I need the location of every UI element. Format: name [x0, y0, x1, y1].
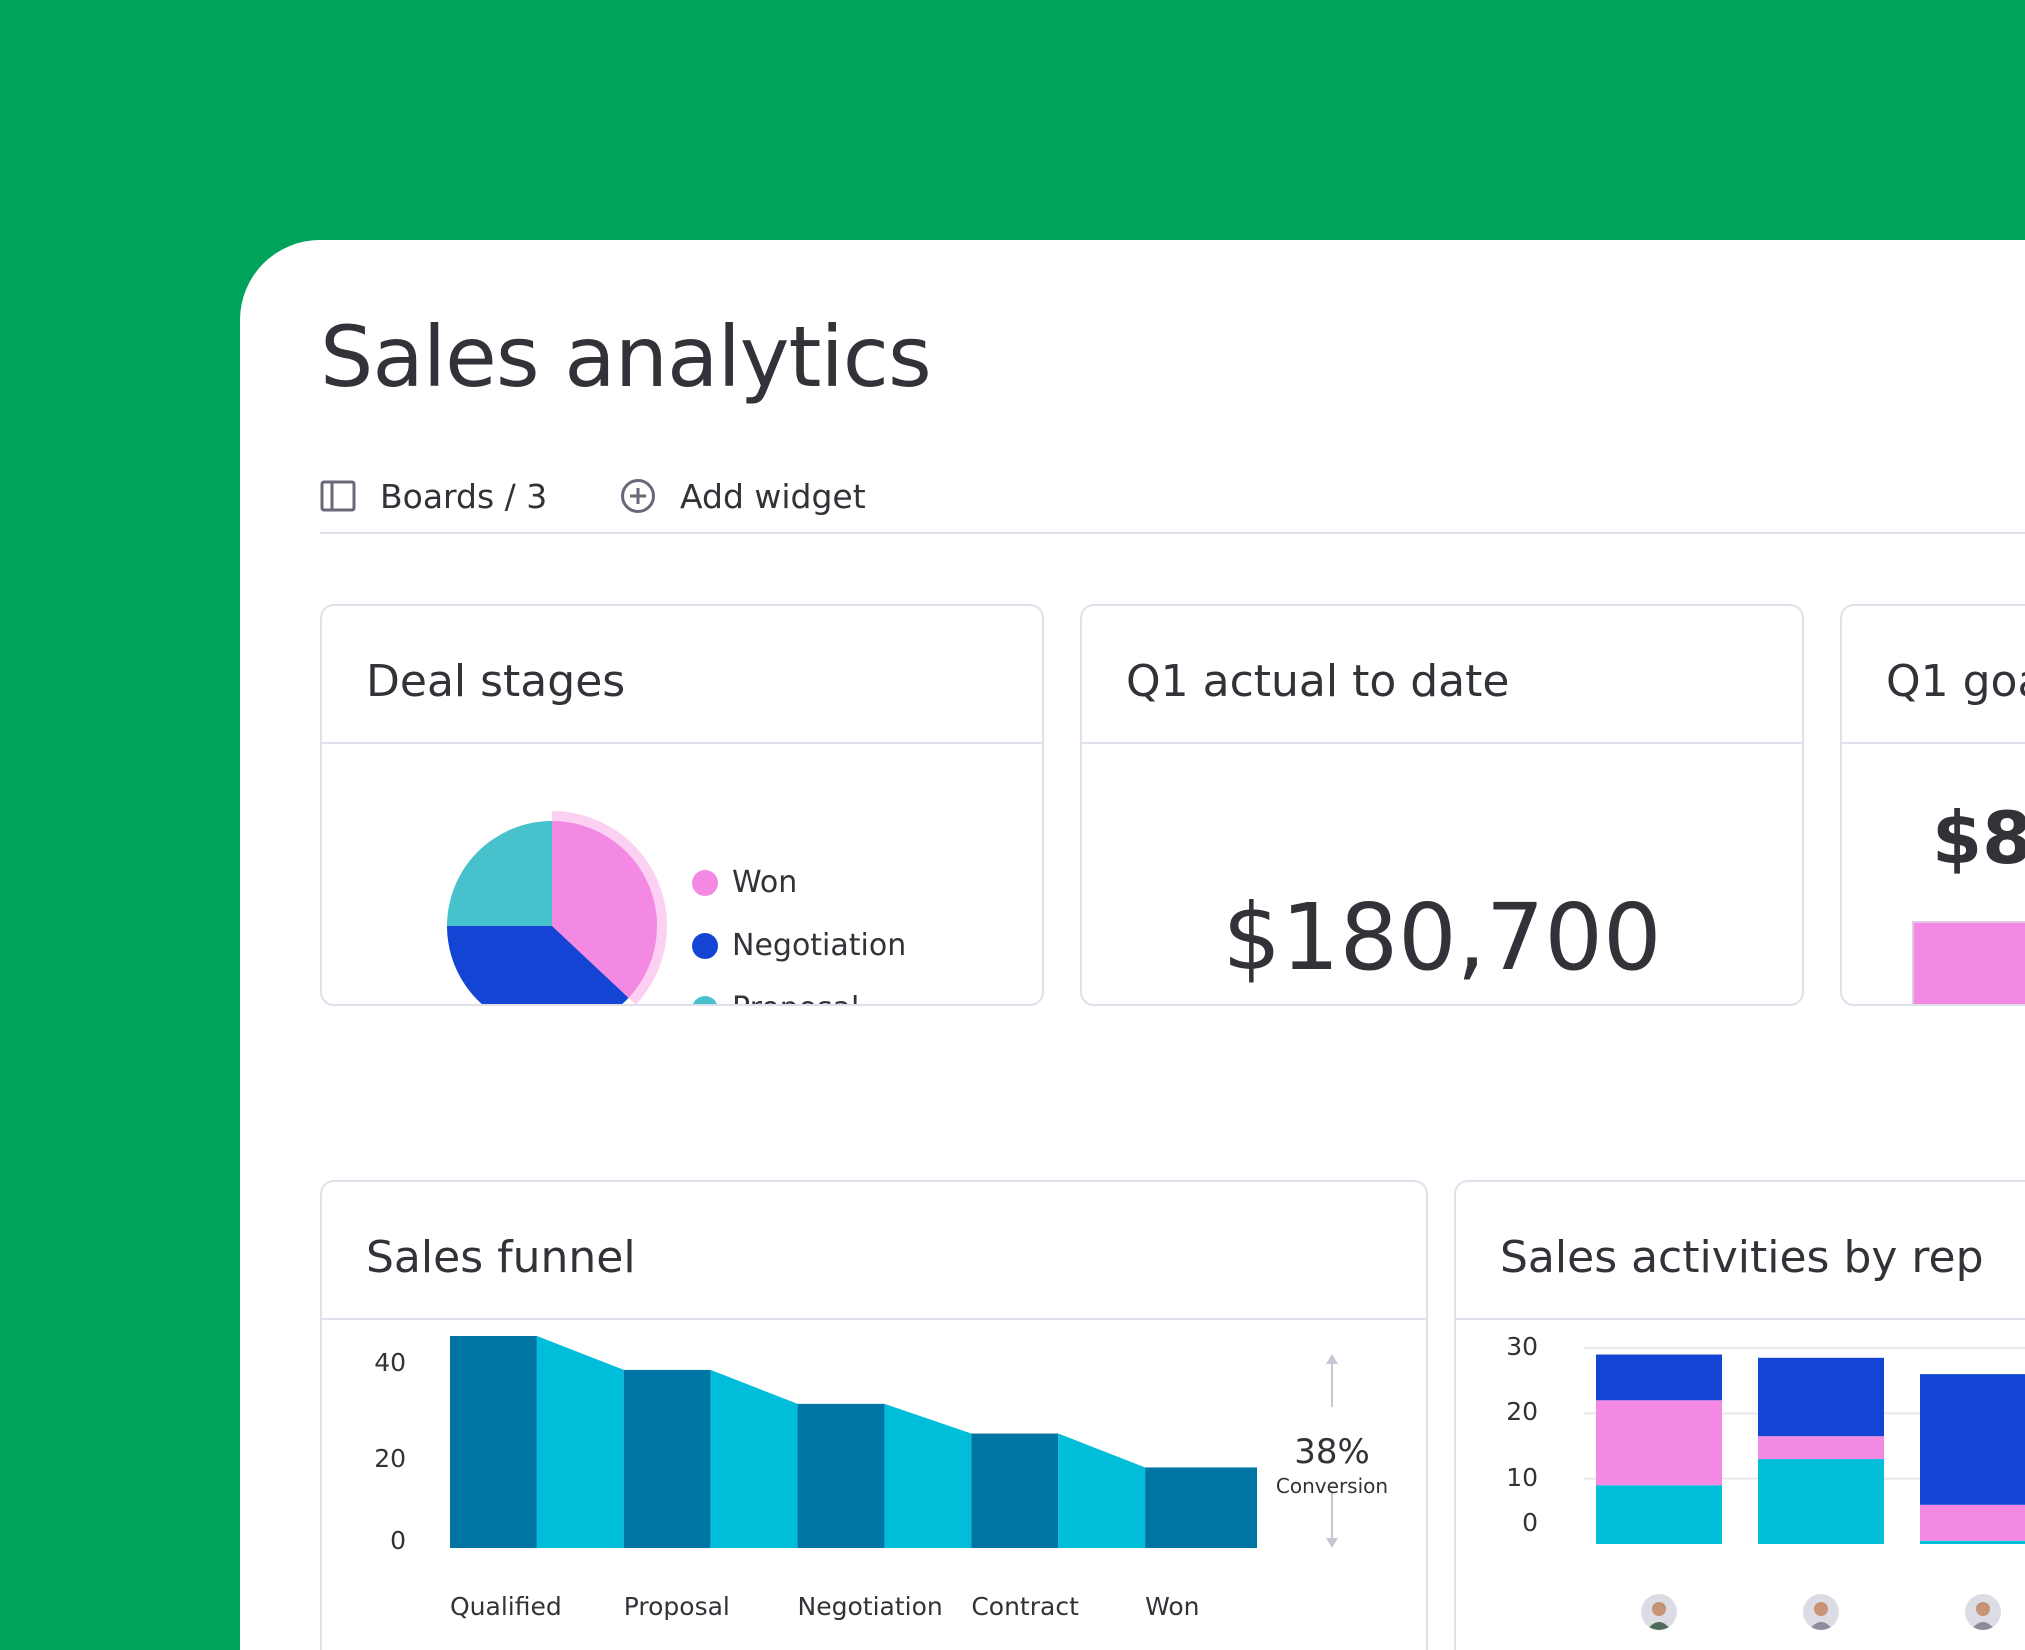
sales-funnel-chart	[450, 1336, 1257, 1548]
pie-slice-negotiation[interactable]	[447, 926, 629, 1006]
x-tick-label: Contract	[971, 1592, 1079, 1621]
plus-circle-icon	[621, 479, 655, 513]
widget-title: Sales funnel	[366, 1232, 636, 1283]
widget-title: Sales activities by rep	[1500, 1232, 1984, 1283]
conversion-value: 38%	[1294, 1432, 1370, 1472]
dashboard-panel: Sales analytics Boards / 3 Add widget De…	[240, 240, 2025, 1650]
legend-item-won: Won	[692, 851, 906, 914]
legend-item-proposal: Proposal	[692, 977, 906, 1004]
q1-goal-value: $8	[1932, 796, 2025, 880]
legend-dot	[692, 995, 718, 1004]
q1-actual-widget[interactable]: Q1 actual to date $180,700	[1080, 604, 1804, 1006]
y-tick-label: 0	[1522, 1508, 1538, 1537]
widget-header: Q1 goa	[1842, 606, 2025, 744]
funnel-bar-won[interactable]	[1145, 1467, 1257, 1548]
pie-slice-proposal[interactable]	[447, 821, 552, 926]
x-tick-label: Proposal	[623, 1592, 730, 1621]
y-tick-label: 0	[390, 1526, 406, 1555]
x-tick-label: Qualified	[450, 1592, 562, 1621]
x-tick-label: Negotiation	[797, 1592, 943, 1621]
sales-funnel-widget[interactable]: Sales funnel 0 20 40 Qualified Proposal Nego…	[320, 1180, 1428, 1650]
board-icon	[320, 480, 356, 512]
widget-header: Deal stages	[322, 606, 1042, 744]
widget-header: Sales activities by rep	[1456, 1182, 2025, 1320]
deal-stages-legend: Won Negotiation Proposal	[692, 851, 906, 1004]
q1-goal-progress-bar	[1912, 921, 2025, 1004]
funnel-connector	[536, 1336, 624, 1548]
widget-title: Q1 actual to date	[1126, 656, 1510, 707]
stacked-bar-segment[interactable]	[1596, 1485, 1722, 1544]
y-tick-label: 20	[374, 1444, 406, 1473]
legend-dot	[692, 869, 718, 896]
funnel-connector	[710, 1369, 798, 1548]
widget-title: Deal stages	[366, 656, 626, 707]
dashboard-toolbar: Boards / 3 Add widget	[320, 472, 2025, 534]
pie-slice-won[interactable]	[552, 821, 657, 998]
add-widget-button[interactable]: Add widget	[620, 472, 866, 520]
stacked-bar-segment[interactable]	[1920, 1540, 2025, 1544]
add-widget-label: Add widget	[680, 476, 866, 516]
boards-button[interactable]: Boards / 3	[320, 472, 547, 520]
legend-label: Negotiation	[732, 928, 907, 963]
funnel-connector	[884, 1403, 972, 1548]
q1-actual-value: $180,700	[1222, 884, 1662, 991]
y-tick-label: 10	[1506, 1462, 1538, 1492]
funnel-bar-negotiation[interactable]	[797, 1403, 885, 1548]
stacked-bar-segment[interactable]	[1920, 1504, 2025, 1541]
page-title: Sales analytics	[320, 308, 932, 406]
deal-stages-pie-chart	[447, 811, 667, 1006]
rep-avatar-3[interactable]	[1965, 1594, 2001, 1630]
q1-goal-widget[interactable]: Q1 goa $8	[1840, 604, 2025, 1006]
deal-stages-widget[interactable]: Deal stages Won Negotiation Proposal	[320, 604, 1044, 1006]
stacked-bar-segment[interactable]	[1758, 1459, 1884, 1544]
y-tick-label: 20	[1506, 1397, 1538, 1427]
legend-label: Proposal	[732, 991, 859, 1004]
sales-activities-chart	[1584, 1347, 2025, 1544]
widget-header: Q1 actual to date	[1082, 606, 1802, 744]
funnel-connector	[1058, 1433, 1146, 1548]
legend-dot	[692, 932, 718, 959]
stacked-bar-segment[interactable]	[1596, 1400, 1722, 1486]
y-tick-label: 30	[1506, 1332, 1538, 1361]
y-tick-label: 40	[374, 1348, 406, 1377]
rep-avatar-1[interactable]	[1641, 1594, 1677, 1630]
legend-label: Won	[732, 865, 798, 900]
boards-label: Boards / 3	[380, 476, 548, 516]
widget-header: Sales funnel	[322, 1182, 1426, 1320]
funnel-bar-qualified[interactable]	[450, 1336, 537, 1548]
rep-avatar-2[interactable]	[1803, 1594, 1839, 1630]
sales-activities-widget[interactable]: Sales activities by rep 0 10 20 30	[1454, 1180, 2025, 1650]
stacked-bar-segment[interactable]	[1758, 1357, 1884, 1437]
conversion-arrow-icon	[1326, 1354, 1338, 1548]
x-tick-label: Won	[1145, 1592, 1200, 1621]
widget-title: Q1 goa	[1886, 656, 2025, 707]
funnel-bar-contract[interactable]	[971, 1433, 1059, 1548]
stacked-bar-segment[interactable]	[1920, 1374, 2025, 1505]
legend-item-negotiation: Negotiation	[692, 914, 906, 977]
stacked-bar-segment[interactable]	[1758, 1436, 1884, 1460]
funnel-bar-proposal[interactable]	[623, 1369, 711, 1548]
stacked-bar-segment[interactable]	[1596, 1354, 1722, 1401]
conversion-label: Conversion	[1275, 1474, 1389, 1498]
